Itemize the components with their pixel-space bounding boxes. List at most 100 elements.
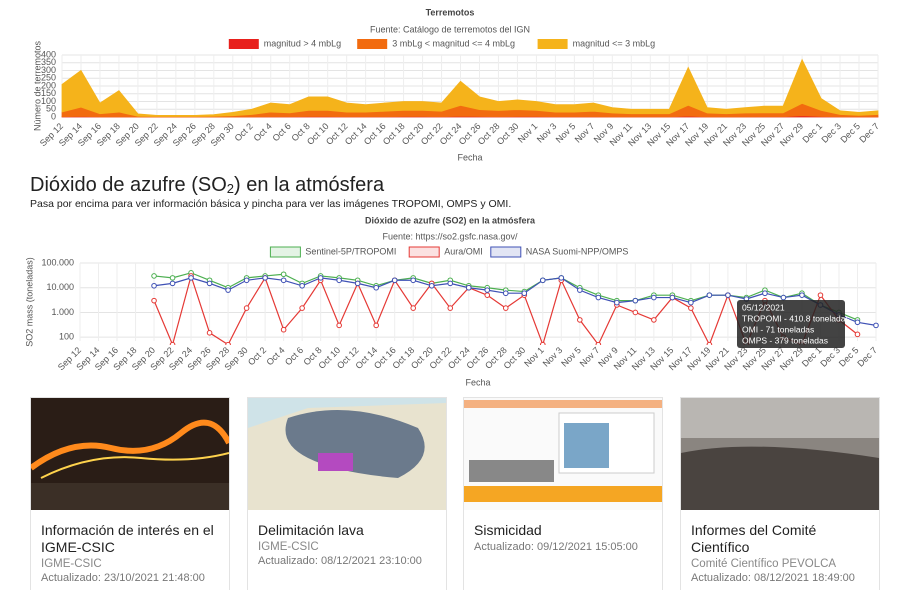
- section-description: Pasa por encima para ver información bás…: [30, 198, 511, 210]
- point: [317, 275, 324, 281]
- point: [151, 273, 157, 279]
- card-image: [248, 398, 446, 510]
- point: [373, 284, 379, 291]
- x-tick-label: Nov 7: [573, 121, 597, 145]
- point: [780, 294, 787, 301]
- x-tick-label: Oct 6: [283, 345, 305, 367]
- point: [688, 299, 694, 306]
- card-source: Comité Científico PEVOLCA: [691, 558, 837, 570]
- card[interactable]: Información de interés en el IGME-CSIC I…: [30, 397, 230, 590]
- point: [354, 280, 361, 287]
- point: [391, 277, 398, 284]
- point: [577, 287, 583, 293]
- point: [410, 305, 417, 311]
- y-tick-label: 300: [41, 65, 56, 75]
- y-tick-label: 100.000: [41, 257, 74, 267]
- x-tick-label: Nov 5: [559, 345, 583, 369]
- point: [280, 326, 287, 333]
- x-tick-label: Dec 7: [855, 345, 879, 369]
- point: [854, 319, 861, 326]
- point: [280, 271, 287, 278]
- chart-subtitle: Fuente: Catálogo de terremotos del IGN: [370, 24, 530, 34]
- point: [595, 294, 602, 301]
- legend-swatch: [357, 39, 388, 49]
- heading-sub: 2: [227, 181, 234, 196]
- point: [706, 341, 713, 345]
- point: [206, 280, 213, 287]
- tooltip-box: [737, 300, 845, 348]
- x-tick-label: Dec 5: [837, 345, 861, 369]
- point: [873, 322, 879, 329]
- charts: Dióxido de azufre (SO2) en la atmósfera …: [24, 7, 881, 387]
- point: [669, 294, 676, 301]
- card[interactable]: Informes del Comité Científico Comité Ci…: [680, 397, 880, 590]
- point: [854, 331, 861, 338]
- point: [502, 290, 509, 297]
- point: [447, 305, 454, 311]
- card[interactable]: Sismicidad Actualizado: 09/12/2021 15:05…: [463, 397, 663, 590]
- point: [632, 309, 639, 316]
- x-tick-label: Dec 3: [818, 345, 842, 369]
- x-axis-label: Fecha: [465, 377, 490, 387]
- y-tick-label: 150: [41, 88, 56, 98]
- point: [299, 282, 305, 289]
- point: [336, 322, 342, 329]
- card-updated: Actualizado: 23/10/2021 21:48:00: [41, 572, 205, 584]
- card-image: [31, 398, 229, 510]
- legend-swatch: [269, 246, 301, 258]
- point: [280, 277, 287, 284]
- point: [762, 290, 768, 297]
- x-axis-label: Fecha: [457, 152, 482, 162]
- chart-subtitle: Fuente: https://so2.gsfc.nasa.gov/: [382, 231, 518, 241]
- point: [225, 341, 231, 345]
- legend-label: Sentinel-5P/TROPOMI: [305, 246, 396, 256]
- x-tick-label: Nov 7: [578, 345, 602, 369]
- card-updated: Actualizado: 08/12/2021 23:10:00: [258, 555, 422, 567]
- x-tick-label: Dec 3: [819, 121, 843, 145]
- chart-title: Terremotos: [426, 7, 475, 17]
- x-tick-label: Oct 6: [271, 121, 293, 143]
- card-source: IGME-CSIC: [41, 558, 102, 570]
- point: [521, 290, 528, 297]
- y-tick-label: 10.000: [46, 282, 74, 292]
- point: [725, 292, 731, 298]
- y-tick-label: 250: [41, 73, 56, 83]
- x-tick-label: Oct 4: [252, 121, 274, 143]
- point: [169, 280, 176, 287]
- x-tick-label: Dec 1: [800, 345, 824, 369]
- point: [614, 299, 620, 306]
- tooltip-text: TROPOMI - 410.8 toneladas: [742, 313, 850, 323]
- point: [632, 297, 639, 304]
- y-tick-label: 50: [46, 104, 56, 114]
- x-tick-label: Oct 2: [246, 345, 268, 367]
- card-updated: Actualizado: 08/12/2021 18:49:00: [691, 572, 855, 584]
- point: [169, 275, 176, 281]
- x-tick-label: Nov 5: [554, 121, 578, 145]
- legend-swatch: [228, 39, 259, 49]
- y-tick-label: 100: [59, 332, 74, 342]
- point: [243, 305, 250, 311]
- x-tick-label: Oct 4: [264, 345, 286, 367]
- card[interactable]: Delimitación lava IGME-CSIC Actualizado:…: [247, 397, 447, 590]
- series-line: [153, 277, 877, 326]
- point: [373, 322, 379, 329]
- y-tick-label: 350: [41, 57, 56, 67]
- x-tick-label: Oct 2: [233, 121, 255, 143]
- y-tick-label: 400: [41, 49, 56, 59]
- point: [188, 275, 194, 281]
- tooltip-text: OMI - 71 toneladas: [742, 324, 814, 334]
- card-image: [681, 398, 879, 510]
- point: [651, 294, 657, 301]
- legend-label: 3 mbLg < magnitud <= 4 mbLg: [392, 38, 515, 48]
- x-tick-label: Dec 5: [838, 121, 862, 145]
- card-source: IGME-CSIC: [258, 541, 319, 553]
- tooltip-text: 05/12/2021: [742, 302, 785, 312]
- section-heading: Dióxido de azufre (SO2) en la atmósfera: [30, 174, 385, 196]
- legend-label: magnitud > 4 mbLg: [264, 38, 341, 48]
- x-tick-label: Oct 30: [495, 121, 521, 147]
- y-axis-label: Número de terremotos: [32, 40, 42, 131]
- point: [558, 275, 565, 281]
- point: [428, 282, 435, 289]
- point: [706, 292, 713, 298]
